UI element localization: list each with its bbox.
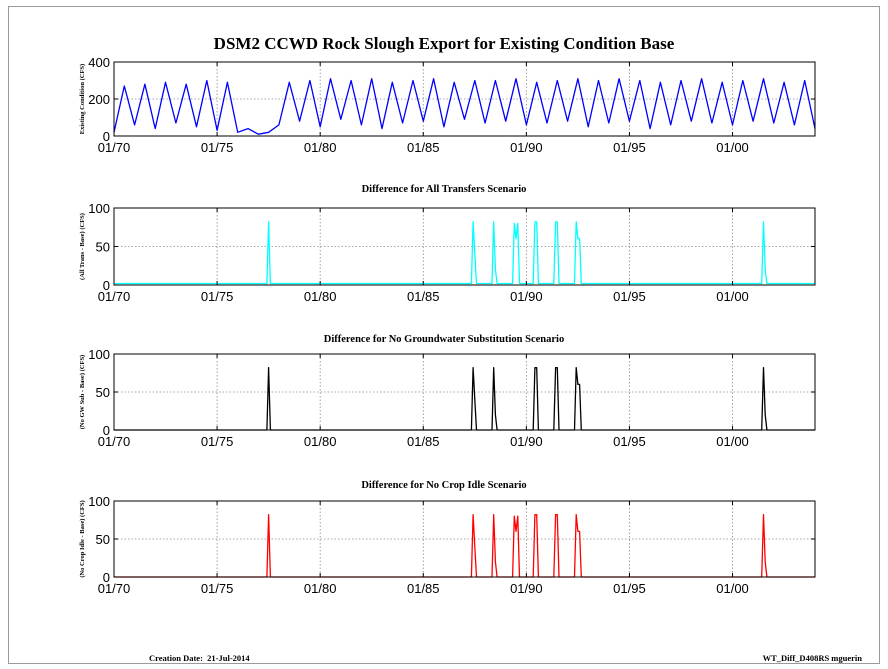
y-tick-label: 50 <box>96 240 110 255</box>
series-line <box>114 367 815 431</box>
x-tick-label: 01/70 <box>98 289 131 304</box>
x-tick-label: 01/85 <box>407 140 440 155</box>
series-line <box>114 221 815 285</box>
chart-panel-0: 01/70 01/75 01/80 01/85 01/90 01/95 01/00 0 200 4… <box>79 55 816 155</box>
x-tick-label: 01/75 <box>201 434 234 449</box>
x-tick-label: 01/75 <box>201 140 234 155</box>
y-tick-label: 100 <box>88 494 110 509</box>
x-tick-label: 01/85 <box>407 289 440 304</box>
x-tick-label: 01/80 <box>304 581 337 596</box>
y-tick-label: 0 <box>103 129 110 144</box>
chart-panel-1: 01/70 01/75 01/80 01/85 01/90 01/95 01/00 0 50 10… <box>79 201 816 304</box>
x-tick-label: 01/00 <box>716 581 749 596</box>
creation-date: Creation Date: 21-Jul-2014 <box>149 653 250 663</box>
x-tick-label: 01/85 <box>407 434 440 449</box>
y-tick-label: 200 <box>88 92 110 107</box>
x-tick-label: 01/00 <box>716 289 749 304</box>
y-tick-label: 50 <box>96 385 110 400</box>
y-tick-label: 50 <box>96 532 110 547</box>
x-tick-label: 01/90 <box>510 140 543 155</box>
y-axis-label: (No Crop Idle - Base) (CFS) <box>79 500 86 577</box>
panel-title-no-groundwater: Difference for No Groundwater Substituti… <box>323 334 565 345</box>
y-tick-label: 400 <box>88 55 110 70</box>
x-tick-label: 01/95 <box>613 140 646 155</box>
x-tick-label: 01/80 <box>304 289 337 304</box>
figure-title: DSM2 CCWD Rock Slough Export for Existin… <box>213 34 675 53</box>
y-tick-label: 0 <box>103 570 110 585</box>
file-id: WT_Diff_D408RS mguerin <box>762 653 862 663</box>
x-tick-label: 01/75 <box>201 581 234 596</box>
x-tick-label: 01/95 <box>613 581 646 596</box>
chart-panel-3: 01/70 01/75 01/80 01/85 01/90 01/95 01/00 0 50 10… <box>79 494 816 596</box>
y-axis-label: Existing Condition (CFS) <box>79 64 86 134</box>
series-line <box>114 514 815 578</box>
y-tick-label: 100 <box>88 347 110 362</box>
x-tick-label: 01/95 <box>613 289 646 304</box>
x-tick-label: 01/80 <box>304 140 337 155</box>
y-tick-label: 100 <box>88 201 110 216</box>
x-tick-label: 01/00 <box>716 140 749 155</box>
x-tick-label: 01/00 <box>716 434 749 449</box>
x-tick-label: 01/70 <box>98 140 131 155</box>
chart-panel-2: 01/70 01/75 01/80 01/85 01/90 01/95 01/00 0 50 10… <box>79 347 816 449</box>
x-tick-label: 01/90 <box>510 581 543 596</box>
x-tick-label: 01/90 <box>510 434 543 449</box>
series-line <box>113 78 816 135</box>
x-tick-label: 01/95 <box>613 434 646 449</box>
x-tick-label: 01/80 <box>304 434 337 449</box>
y-tick-label: 0 <box>103 423 110 438</box>
y-tick-label: 0 <box>103 278 110 293</box>
x-tick-label: 01/85 <box>407 581 440 596</box>
y-axis-label: (All Trans - Base) (CFS) <box>79 213 86 280</box>
x-tick-label: 01/90 <box>510 289 543 304</box>
x-tick-label: 01/70 <box>98 581 131 596</box>
panel-title-all-transfers: Difference for All Transfers Scenario <box>361 184 527 195</box>
x-tick-label: 01/75 <box>201 289 234 304</box>
x-tick-label: 01/70 <box>98 434 131 449</box>
y-axis-label: (No GW Sub - Base) (CFS) <box>79 355 86 429</box>
panel-title-no-crop-idle: Difference for No Crop Idle Scenario <box>361 480 527 491</box>
